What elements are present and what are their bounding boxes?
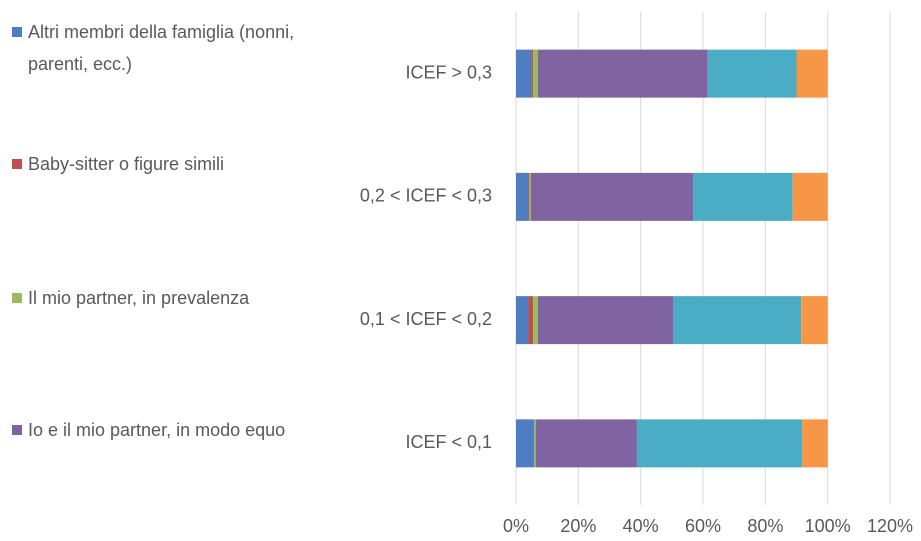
bar-segment [796, 49, 828, 98]
bar-segment [528, 296, 534, 345]
bar-segment [530, 172, 694, 221]
x-tick-label: 40% [623, 516, 659, 536]
legend-label: Baby-sitter o figure simili [28, 154, 225, 174]
y-tick-label: ICEF < 0,1 [405, 432, 492, 452]
y-tick-label: 0,1 < ICEF < 0,2 [360, 309, 492, 329]
bar-segment [537, 296, 674, 345]
x-tick-label: 0% [503, 516, 529, 536]
bar-segment [636, 419, 803, 468]
bar-segment [673, 296, 802, 345]
bar-segment [528, 172, 530, 221]
bar-segment [533, 49, 538, 98]
bar-segment [537, 49, 708, 98]
bar-segment [802, 419, 828, 468]
bar-segment [516, 296, 529, 345]
x-tick-label: 20% [560, 516, 596, 536]
bar-segment [529, 172, 531, 221]
bar-segment [535, 419, 637, 468]
bar-segment [516, 172, 529, 221]
bar-segment [707, 49, 797, 98]
bar-segment [792, 172, 828, 221]
bar-segment [516, 49, 532, 98]
bar-segment [534, 419, 536, 468]
x-tick-label: 100% [805, 516, 851, 536]
legend-swatch [12, 293, 22, 303]
x-tick-label: 60% [685, 516, 721, 536]
bar-segment [531, 49, 534, 98]
legend-label: Io e il mio partner, in modo equo [28, 420, 286, 440]
x-tick-label: 120% [867, 516, 913, 536]
legend-label: Il mio partner, in prevalenza [28, 288, 250, 308]
x-tick-label: 80% [747, 516, 783, 536]
y-tick-label: 0,2 < ICEF < 0,3 [360, 186, 492, 206]
bar-segment [801, 296, 828, 345]
legend-entry: Il mio partner, in prevalenza [12, 282, 312, 314]
legend-swatch [12, 425, 22, 435]
legend-label: Altri membri della famiglia (nonni, pare… [28, 22, 295, 74]
legend-swatch [12, 159, 22, 169]
bar-segment [693, 172, 793, 221]
legend-entry: Baby-sitter o figure simili [12, 148, 312, 180]
bar-segment [533, 296, 538, 345]
bar-segment [516, 419, 535, 468]
legend-entry: Altri membri della famiglia (nonni, pare… [12, 16, 312, 80]
legend-entry: Io e il mio partner, in modo equo [12, 414, 312, 446]
y-tick-label: ICEF > 0,3 [405, 62, 492, 82]
legend-swatch [12, 27, 22, 37]
